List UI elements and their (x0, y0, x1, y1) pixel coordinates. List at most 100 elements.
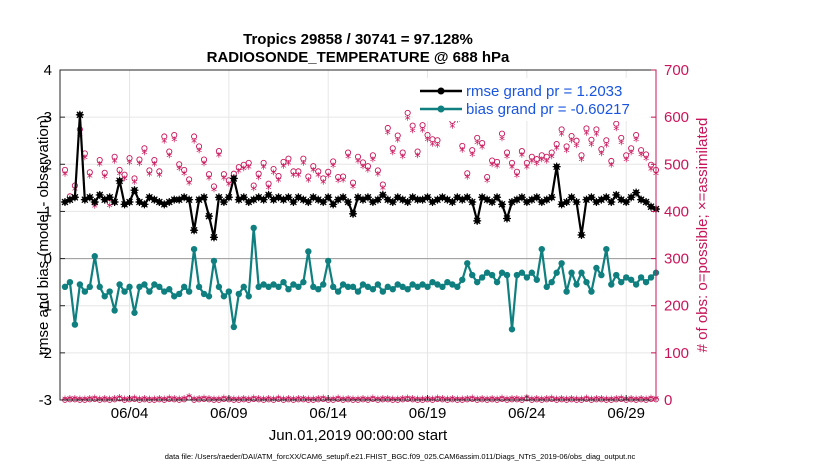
bias-marker (176, 290, 183, 298)
bias-marker (200, 290, 208, 298)
obs-assimilated-marker: * (266, 182, 272, 196)
y-right-tick-label: 700 (664, 62, 689, 79)
obs-assimilated-marker: * (77, 130, 83, 144)
obs-possible-marker (349, 179, 357, 186)
bias-marker (637, 274, 645, 281)
bias-marker (205, 293, 213, 300)
obs-assimilated-marker: * (305, 175, 311, 189)
obs-possible-marker (409, 122, 416, 129)
rmse-marker (473, 216, 482, 225)
rmse-marker (428, 198, 437, 206)
bias-marker (459, 276, 466, 283)
legend-marker-bias (437, 105, 445, 113)
obs-assimilated-marker: * (132, 177, 138, 191)
obs-assimilated-marker: * (579, 154, 585, 168)
obs-assimilated-marker: * (395, 135, 401, 149)
obs-possible-marker (340, 173, 347, 180)
rmse-marker (607, 198, 616, 206)
obs-assimilated-marker: * (628, 147, 634, 161)
obs-assimilated-marker: * (345, 152, 351, 166)
rmse-marker-spoke (111, 198, 119, 206)
bias-marker (349, 283, 357, 291)
rmse-marker-spoke (200, 193, 208, 201)
bias-marker (131, 309, 138, 316)
bias-marker (235, 290, 242, 298)
y-axis-left-label: rmse and bias (model - observation) (35, 115, 52, 355)
y-right-tick-label: 400 (664, 203, 689, 220)
rmse-marker (125, 198, 134, 206)
bias-marker (290, 281, 297, 288)
rmse-marker-spoke (632, 189, 640, 196)
obs-possible-marker (638, 147, 645, 154)
obs-possible-marker (563, 143, 570, 150)
obs-possible-marker (191, 133, 198, 140)
bias-marker (185, 288, 193, 295)
obs-assimilated-marker: * (360, 162, 366, 176)
rmse-marker (224, 193, 233, 202)
obs-assimilated-marker: * (216, 150, 222, 164)
bias-marker (488, 271, 496, 279)
rmse-marker-spoke (439, 193, 446, 201)
bottom-axis: 06/04 06/09 06/14 06/19 06/24 06/29 (111, 395, 645, 422)
obs-assimilated-marker: * (300, 158, 306, 172)
obs-assimilated-marker: * (464, 172, 470, 186)
obs-assimilated-marker: * (112, 156, 118, 170)
obs-possible-marker (325, 168, 332, 175)
obs-possible-marker (205, 171, 213, 178)
y-left-tick-label: 0 (44, 251, 52, 268)
obs-assimilated-marker: * (454, 115, 460, 129)
obs-possible-marker (359, 159, 367, 166)
rmse-marker (329, 200, 338, 209)
bias-marker (464, 260, 471, 267)
rmse-marker (75, 110, 84, 119)
obs-assimilated-marker: * (335, 176, 341, 190)
obs-assimilated-marker: * (534, 158, 540, 172)
bias-marker (474, 278, 481, 286)
rmse-marker-spoke (463, 193, 471, 201)
obs-assimilated-marker: * (474, 138, 480, 152)
rmse-marker (140, 200, 149, 209)
bias-marker (364, 283, 372, 291)
obs-assimilated-marker: * (141, 147, 147, 161)
obs-assimilated-marker: * (166, 151, 172, 165)
bias-marker (483, 269, 491, 276)
obs-assimilated-marker-low: * (117, 392, 123, 406)
obs-assimilated-marker: * (206, 173, 212, 187)
bias-marker (359, 281, 367, 288)
obs-assimilated-marker: * (236, 166, 242, 180)
obs-possible-marker (126, 155, 133, 162)
obs-possible-marker (374, 167, 381, 174)
bias-marker (503, 271, 511, 279)
obs-possible-marker (364, 163, 371, 170)
obs-possible-marker (354, 153, 362, 160)
bias-marker (444, 278, 451, 286)
bias-marker (230, 323, 238, 331)
rmse-marker-spoke (354, 193, 362, 201)
obs-assimilated-marker: * (405, 113, 411, 127)
rmse-marker-spoke (399, 196, 407, 204)
obs-possible-marker (484, 173, 491, 181)
obs-possible-marker (474, 134, 481, 141)
obs-possible-marker (156, 168, 163, 175)
rmse-marker (95, 190, 104, 199)
bias-marker (255, 283, 262, 291)
rmse-marker (468, 198, 477, 206)
chart-title-line-1: Tropics 29858 / 30741 = 97.128% (243, 31, 473, 48)
obs-possible-marker (310, 163, 317, 170)
rmse-marker-spoke (588, 193, 595, 201)
obs-possible-marker (215, 148, 222, 155)
rmse-marker (373, 195, 382, 204)
obs-assimilated-marker: * (375, 169, 381, 183)
obs-possible-marker (578, 152, 585, 159)
obs-assimilated-marker: * (241, 163, 247, 177)
obs-assimilated-marker: * (425, 135, 431, 149)
bias-marker (608, 281, 615, 288)
rmse-marker (229, 174, 238, 183)
bias-marker (404, 286, 411, 293)
obs-possible-marker (186, 176, 193, 183)
rmse-marker-spoke (91, 198, 99, 206)
rmse-marker-spoke (533, 193, 541, 201)
obs-possible-marker (161, 133, 168, 140)
rmse-marker-spoke (548, 193, 556, 201)
rmse-marker-spoke (126, 198, 133, 206)
